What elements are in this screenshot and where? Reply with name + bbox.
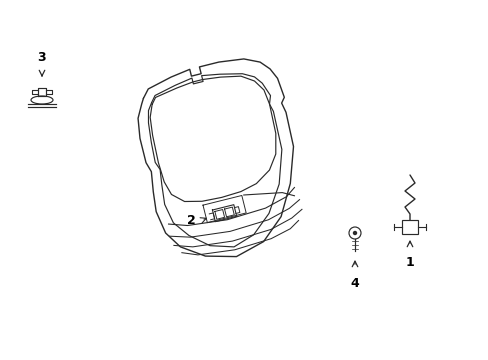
Text: 1: 1 — [405, 256, 413, 269]
Text: 3: 3 — [38, 51, 46, 64]
Circle shape — [353, 231, 356, 234]
Text: 2: 2 — [187, 214, 195, 227]
Text: 4: 4 — [350, 277, 359, 290]
